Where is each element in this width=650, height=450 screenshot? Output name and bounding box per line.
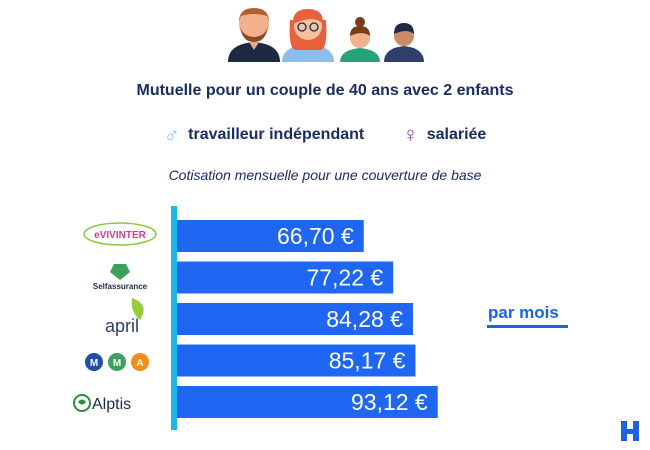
logo-vivinter: eVIVINTER xyxy=(83,222,157,246)
profile-female-label: salariée xyxy=(426,126,487,143)
logo-april-text: april xyxy=(105,316,139,336)
per-month-underline xyxy=(487,325,568,328)
bar-4 xyxy=(177,386,438,418)
male-symbol-icon: ♂ xyxy=(163,122,181,147)
logo-april: april xyxy=(105,298,144,336)
daughter-avatar xyxy=(340,17,380,62)
logo-alptis-text: Alptis xyxy=(92,396,131,413)
bar-2 xyxy=(177,303,413,335)
profile-male: ♂ travailleur indépendant xyxy=(164,124,365,146)
profile-male-label: travailleur indépendant xyxy=(188,126,365,143)
bar-label-2: 84,28 € xyxy=(326,306,403,332)
logo-vivinter-text: eVIVINTER xyxy=(94,230,146,241)
bar-3 xyxy=(177,344,416,377)
son-avatar xyxy=(384,23,424,62)
logo-selfassurance-text: Selfassurance xyxy=(93,282,148,291)
bar-1 xyxy=(177,261,394,294)
profile-row: ♂ travailleur indépendant ♀ salariée xyxy=(0,124,650,146)
chart-axis xyxy=(171,206,177,430)
brand-logo-icon xyxy=(621,421,639,441)
per-month-label: par mois xyxy=(488,303,559,322)
svg-text:M: M xyxy=(90,358,98,369)
bar-label-1: 77,22 € xyxy=(306,265,383,291)
bar-label-0: 66,70 € xyxy=(277,223,354,249)
svg-text:A: A xyxy=(136,358,143,369)
logo-mma: M M A xyxy=(85,353,149,371)
chart-subtitle: Cotisation mensuelle pour une couverture… xyxy=(168,167,482,183)
female-symbol-icon: ♀ xyxy=(402,122,419,147)
father-avatar xyxy=(228,8,280,62)
bar-label-3: 85,17 € xyxy=(329,348,406,374)
page-title: Mutuelle pour un couple de 40 ans avec 2… xyxy=(136,82,514,99)
logo-alptis: Alptis xyxy=(73,394,131,413)
logo-selfassurance: Selfassurance xyxy=(93,264,148,291)
price-bar-chart: 66,70 € 77,22 € 84,28 € 85,17 € 93,12 € eVIV… xyxy=(73,206,438,430)
bar-0 xyxy=(177,220,364,252)
family-illustration xyxy=(228,8,424,62)
svg-text:M: M xyxy=(113,358,121,369)
profile-female: ♀ salariée xyxy=(402,124,486,146)
mother-avatar xyxy=(282,9,334,62)
bar-label-4: 93,12 € xyxy=(351,389,428,415)
